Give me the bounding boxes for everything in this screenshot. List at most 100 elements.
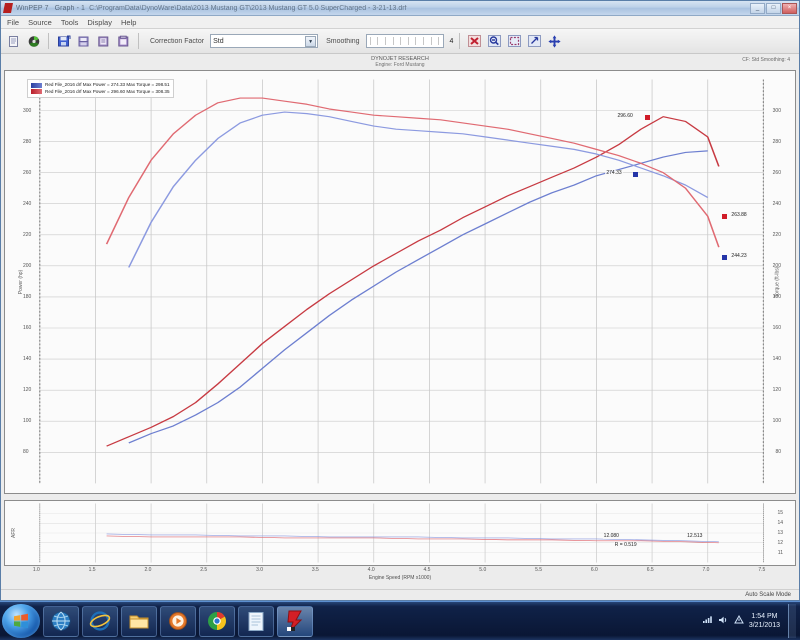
- maximize-button[interactable]: □: [766, 2, 781, 14]
- toolbar-separator-3: [459, 33, 461, 49]
- chart-header-settings-info: CF: Std Smoothing: 4: [742, 57, 790, 63]
- minimize-button[interactable]: _: [750, 2, 765, 14]
- x-tick-label: 6.0: [590, 567, 598, 573]
- status-text: Auto Scale Mode: [745, 592, 791, 598]
- y-tick-label-left: 180: [23, 293, 32, 300]
- chart-legend[interactable]: Red File_2016 drf Max Power = 274.33 Max…: [27, 79, 174, 98]
- x-tick-label: 5.5: [535, 567, 543, 573]
- smoothing-label: Smoothing: [326, 37, 360, 45]
- correction-factor-value: Std: [213, 37, 224, 45]
- chart-area: DYNOJET RESEARCH Engine: Ford Mustang CF…: [1, 54, 799, 589]
- ie-icon: [89, 611, 111, 631]
- close-x-icon[interactable]: [466, 33, 483, 50]
- menu-item-help[interactable]: Help: [120, 17, 137, 27]
- taskbar-item-internet-explorer[interactable]: [82, 605, 118, 637]
- toolbar-separator-2: [138, 33, 139, 49]
- legend-label-run2: Red File_2016 drf Max Power = 296.60 Max…: [45, 88, 170, 94]
- network-icon[interactable]: [702, 615, 713, 627]
- afr-plot-svg: [39, 503, 764, 563]
- action-center-icon[interactable]: [733, 614, 744, 627]
- chart-header: DYNOJET RESEARCH Engine: Ford Mustang CF…: [4, 56, 796, 70]
- copy-icon[interactable]: [95, 33, 112, 50]
- y-tick-label-right: 200: [772, 262, 781, 269]
- y-axis-title-torque: Torque (ft-lbs): [774, 266, 781, 298]
- y-tick-label-right: 300: [772, 107, 781, 114]
- menu-item-display[interactable]: Display: [87, 17, 112, 27]
- x-tick-label: 7.0: [702, 567, 710, 573]
- chart-title-line2: Engine: Ford Mustang: [375, 62, 425, 68]
- y-tick-label-right: 240: [772, 200, 781, 207]
- zoom-out-icon[interactable]: [486, 33, 503, 50]
- legend-entry-run1: Red File_2016 drf Max Power = 274.33 Max…: [31, 82, 170, 89]
- chrome-icon: [208, 612, 226, 630]
- x-tick-label: 3.0: [256, 567, 264, 573]
- toolbar-separator-1: [48, 33, 49, 49]
- system-tray: 1:54 PM 3/21/2013: [702, 604, 796, 638]
- printer-icon[interactable]: [75, 33, 92, 50]
- y-tick-label-right: 140: [772, 356, 781, 363]
- start-button[interactable]: [2, 604, 40, 638]
- clock-time: 1:54 PM: [751, 613, 778, 620]
- windows-taskbar: 1:54 PM 3/21/2013: [0, 601, 800, 640]
- taskbar-item-notepad[interactable]: [238, 605, 274, 637]
- folder-icon[interactable]: [25, 33, 42, 50]
- document-path: C:\ProgramData\DynoWare\Data\2013 Mustan…: [89, 4, 407, 12]
- volume-icon[interactable]: [718, 615, 729, 627]
- y-tick-label-right: 120: [772, 387, 781, 394]
- x-axis-title: Engine Speed (RPM x1000): [368, 575, 432, 581]
- y-tick-label-left: 160: [23, 325, 32, 331]
- taskbar-item-winpep[interactable]: [277, 605, 313, 637]
- paste-icon[interactable]: [115, 33, 132, 50]
- page-icon[interactable]: [5, 33, 22, 50]
- y-tick-label-left: 120: [23, 387, 32, 394]
- save-disk-icon[interactable]: [55, 33, 72, 50]
- y-tick-label-left: 80: [23, 449, 29, 456]
- smoothing-slider[interactable]: [365, 34, 444, 48]
- afr-y-tick-label: 12: [777, 539, 783, 546]
- windows-logo-icon: [14, 613, 28, 629]
- window-title: WinPEP 7: [16, 4, 49, 12]
- taskbar-item-media-player[interactable]: [160, 605, 196, 637]
- window-controls: _ □ ×: [750, 2, 797, 14]
- taskbar-item-chrome[interactable]: [199, 605, 235, 637]
- dynojet-icon: [3, 3, 13, 13]
- menu-item-file[interactable]: File: [7, 17, 20, 27]
- y-tick-label-right: 260: [772, 169, 781, 176]
- y-tick-label-right: 100: [772, 418, 781, 425]
- move-crosshair-icon[interactable]: [546, 33, 563, 50]
- zoom-window-icon[interactable]: [506, 33, 523, 50]
- menu-bar: File Source Tools Display Help: [1, 16, 799, 29]
- y-tick-label-right: 280: [772, 138, 781, 145]
- dynojet-icon: [287, 610, 303, 632]
- status-bar: Auto Scale Mode: [1, 589, 799, 600]
- y-axis-title-power: Power (hp): [18, 269, 25, 295]
- taskbar-item-explorer-globe[interactable]: [43, 605, 79, 637]
- chevron-down-icon[interactable]: ▼: [305, 36, 317, 47]
- taskbar-clock[interactable]: 1:54 PM 3/21/2013: [749, 612, 780, 630]
- x-tick-label: 3.5: [311, 567, 319, 573]
- main-toolbar: Correction Factor Std ▼ Smoothing 4: [1, 29, 799, 54]
- menu-item-tools[interactable]: Tools: [60, 17, 79, 27]
- afr-plot[interactable]: AFR 12.080 12.513 R = 0.519 11 12 13 14 15: [4, 500, 796, 566]
- close-button[interactable]: ×: [782, 2, 797, 14]
- taskbar-item-file-explorer[interactable]: [121, 605, 157, 637]
- y-tick-label-left: 300: [23, 107, 32, 114]
- window-titlebar[interactable]: WinPEP 7 Graph - 1 C:\ProgramData\DynoWa…: [1, 1, 799, 16]
- x-tick-label: 2.5: [200, 567, 208, 573]
- globe-icon: [51, 611, 71, 631]
- menu-item-source[interactable]: Source: [28, 17, 52, 27]
- y-tick-label-right: 180: [772, 293, 781, 300]
- x-axis-strip: 1.0 1.5 2.0 2.5 3.0 3.5 4.0 4.5 5.0 5.5 6.0 6.5 7.0 7…: [4, 566, 796, 586]
- zoom-reset-icon[interactable]: [526, 33, 543, 50]
- x-tick-label: 2.0: [144, 567, 152, 573]
- y-tick-label-left: 260: [23, 169, 32, 176]
- show-desktop-button[interactable]: [788, 604, 796, 638]
- y-tick-label-left: 280: [23, 138, 32, 145]
- power-torque-plot[interactable]: Power (hp) Torque (ft-lbs) Red File_2016…: [4, 70, 796, 494]
- y-tick-label-left: 220: [23, 231, 32, 238]
- folder-icon: [129, 615, 149, 629]
- power-torque-plot-svg: [39, 79, 764, 484]
- correction-factor-select[interactable]: Std ▼: [210, 34, 319, 48]
- winpep-application-window: WinPEP 7 Graph - 1 C:\ProgramData\DynoWa…: [0, 0, 800, 601]
- x-tick-label: 6.5: [646, 567, 654, 573]
